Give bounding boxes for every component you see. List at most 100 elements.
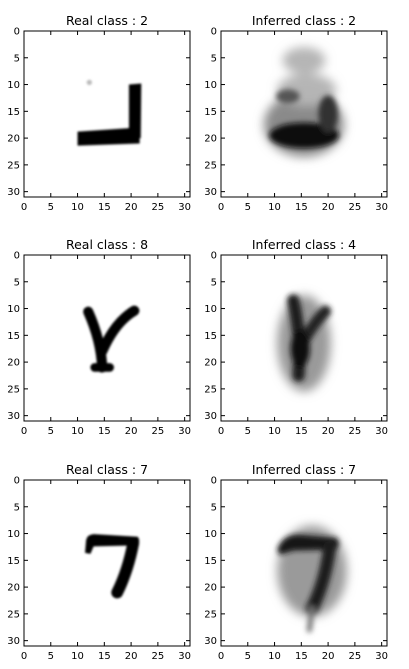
panel-title: Real class : 2: [66, 13, 148, 28]
digit-image: [85, 534, 140, 599]
y-tick-label: 25: [7, 160, 20, 171]
digit-image: [83, 305, 140, 373]
y-tick-label: 10: [7, 304, 20, 315]
axes-frame: [220, 479, 388, 647]
digit-stroke-4: [290, 329, 310, 368]
x-tick-label: 5: [245, 651, 251, 662]
image-background: [24, 31, 190, 197]
x-tick-label: 25: [349, 202, 362, 213]
y-tick-label: 30: [7, 411, 20, 422]
digit-layer-soft: [287, 294, 332, 382]
digit-stroke-4: [306, 605, 315, 633]
x-tick-label: 20: [125, 202, 138, 213]
x-tick-label: 30: [375, 202, 388, 213]
x-tick-label: 0: [218, 651, 224, 662]
digit-stroke-2: [128, 83, 142, 139]
digit-image: [277, 294, 332, 392]
y-tick-label: 0: [211, 27, 217, 38]
x-tick-label: 15: [98, 202, 111, 213]
x-tick-label: 30: [178, 202, 191, 213]
panel-title: Inferred class : 7: [252, 462, 356, 477]
digit-stroke-1: [77, 127, 140, 146]
digit-stroke-3: [86, 79, 93, 86]
y-tick-label: 0: [14, 476, 20, 487]
digit-stroke-2: [97, 305, 140, 357]
x-tick-label: 10: [71, 426, 84, 437]
image-background: [24, 480, 190, 646]
x-tick-label: 5: [48, 426, 54, 437]
x-tick-label: 15: [98, 651, 111, 662]
y-tick-label: 30: [7, 187, 20, 198]
y-tick-label: 20: [7, 358, 20, 369]
digit-stroke-1: [85, 534, 140, 554]
digit-image: [263, 47, 345, 157]
digit-stroke-2: [111, 537, 140, 599]
digit-layer-sharp: [77, 79, 142, 146]
y-tick-label: 20: [7, 134, 20, 145]
x-tick-label: 30: [178, 426, 191, 437]
digit-image: [277, 525, 347, 633]
y-tick-label: 5: [14, 277, 20, 288]
x-tick-label: 30: [375, 651, 388, 662]
digit-layer-soft: [269, 89, 339, 149]
y-tick-label: 0: [211, 251, 217, 262]
y-tick-label: 10: [7, 80, 20, 91]
y-tick-label: 25: [204, 384, 217, 395]
x-tick-label: 20: [322, 202, 335, 213]
x-tick-label: 20: [322, 651, 335, 662]
y-tick-label: 5: [211, 502, 217, 513]
y-tick-label: 10: [204, 80, 217, 91]
panel-title: Real class : 7: [66, 462, 148, 477]
digit-layer-sharp: [83, 305, 140, 373]
x-tick-label: 0: [218, 426, 224, 437]
x-tick-label: 10: [268, 651, 281, 662]
digit-stroke-6: [276, 89, 300, 104]
y-tick-label: 0: [14, 251, 20, 262]
y-tick-label: 10: [204, 529, 217, 540]
y-tick-label: 10: [204, 304, 217, 315]
panel-2: Inferred class : 20 5 10 15 20 25 300510152025…: [204, 13, 388, 213]
digit-image: [77, 79, 142, 146]
y-tick-label: 15: [204, 556, 217, 567]
x-tick-label: 15: [98, 426, 111, 437]
x-tick-label: 5: [48, 202, 54, 213]
y-tick-label: 25: [204, 609, 217, 620]
x-tick-label: 25: [152, 426, 165, 437]
y-tick-label: 5: [211, 53, 217, 64]
y-tick-label: 5: [14, 53, 20, 64]
y-tick-label: 30: [7, 636, 20, 647]
x-tick-label: 5: [245, 202, 251, 213]
panel-title: Inferred class : 2: [252, 13, 356, 28]
y-tick-label: 25: [7, 609, 20, 620]
y-tick-label: 0: [14, 27, 20, 38]
x-tick-label: 10: [71, 202, 84, 213]
x-tick-label: 25: [349, 426, 362, 437]
digit-stroke-1: [83, 306, 108, 373]
y-tick-label: 20: [204, 358, 217, 369]
y-tick-label: 15: [7, 331, 20, 342]
x-tick-label: 15: [295, 202, 308, 213]
x-tick-label: 30: [375, 426, 388, 437]
y-tick-label: 5: [211, 277, 217, 288]
y-tick-label: 15: [7, 556, 20, 567]
panel-title: Inferred class : 4: [252, 237, 356, 252]
axes-frame: [23, 479, 191, 647]
y-tick-label: 15: [204, 107, 217, 118]
y-tick-label: 15: [7, 107, 20, 118]
digit-stroke-5: [318, 95, 338, 133]
digit-stroke-2: [282, 47, 326, 74]
panel-6: Inferred class : 70 5 10 15 20 25 300510152025…: [204, 462, 388, 662]
y-tick-label: 25: [204, 160, 217, 171]
x-tick-label: 25: [152, 202, 165, 213]
x-tick-label: 15: [295, 426, 308, 437]
y-tick-label: 30: [204, 411, 217, 422]
x-tick-label: 0: [21, 426, 27, 437]
x-tick-label: 20: [322, 426, 335, 437]
axes-frame: [220, 254, 388, 422]
x-tick-label: 0: [21, 651, 27, 662]
x-tick-label: 15: [295, 651, 308, 662]
x-tick-label: 5: [245, 426, 251, 437]
